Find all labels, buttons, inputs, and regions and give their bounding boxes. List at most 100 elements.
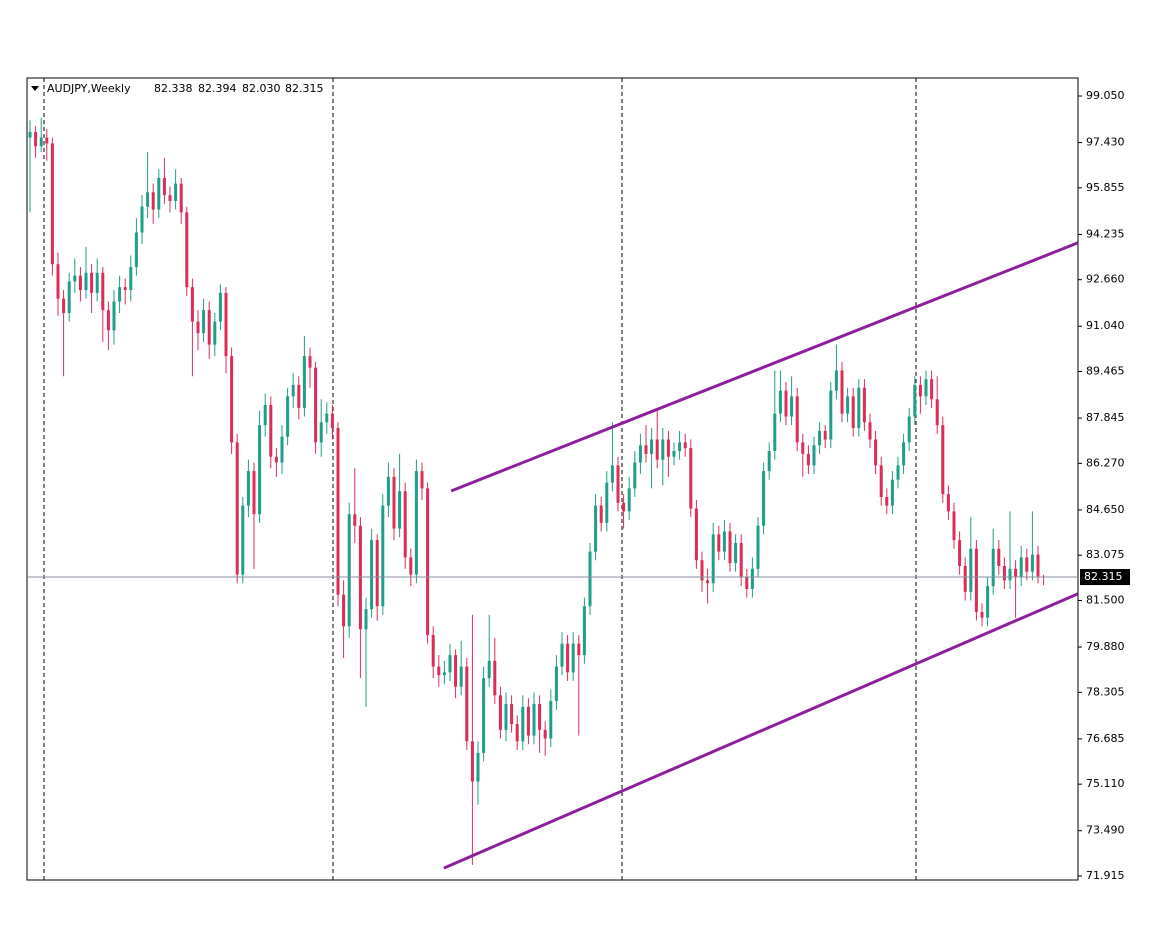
candle-body	[465, 666, 469, 742]
candle-body	[364, 609, 368, 630]
candle-body	[728, 531, 732, 564]
y-tick-label: 89.465	[1086, 365, 1125, 378]
candle-body	[986, 586, 990, 618]
candle-body	[330, 413, 334, 429]
trendline	[443, 592, 1079, 870]
candle-body	[974, 548, 978, 612]
candle-body	[980, 611, 984, 618]
candle-body	[795, 396, 799, 443]
candle-body	[129, 267, 133, 291]
candle-body	[202, 310, 206, 334]
candle-body	[151, 192, 155, 210]
header-value: 82.394	[198, 82, 237, 95]
candle-body	[56, 264, 60, 299]
candle-body	[683, 442, 687, 449]
candle-body	[252, 471, 256, 515]
menu-arrow	[31, 86, 39, 91]
candle-body	[459, 666, 463, 687]
candle-body	[246, 471, 250, 506]
candle-body	[218, 292, 222, 322]
candle-body	[347, 514, 351, 627]
candle-body	[991, 548, 995, 587]
candle-body	[846, 396, 850, 414]
candle-body	[661, 439, 665, 460]
candle-body	[756, 525, 760, 569]
candle-body	[157, 177, 161, 210]
y-tick-label: 94.235	[1086, 227, 1125, 240]
candle-body	[610, 465, 614, 483]
candle-body	[879, 465, 883, 497]
candle-body	[112, 301, 116, 331]
candle-body	[95, 272, 99, 293]
candle-body	[605, 482, 609, 523]
candle-body	[414, 471, 418, 575]
candle-body	[963, 565, 967, 592]
candle-body	[437, 666, 441, 676]
y-tick-label: 99.050	[1086, 89, 1125, 102]
candle-body	[577, 643, 581, 656]
candle-body	[543, 729, 547, 739]
candle-body	[258, 425, 262, 515]
candle-body	[801, 442, 805, 454]
y-tick-label: 87.845	[1086, 411, 1125, 424]
candle-body	[302, 356, 306, 408]
candle-body	[442, 672, 446, 676]
y-tick-label: 81.500	[1086, 593, 1125, 606]
candle-body	[762, 471, 766, 526]
y-tick-label: 91.040	[1086, 319, 1125, 332]
candle-body	[241, 505, 245, 575]
candle-body	[213, 321, 217, 345]
candle-body	[207, 310, 211, 345]
candle-body	[224, 292, 228, 357]
y-tick-label: 76.685	[1086, 732, 1125, 745]
y-tick-label: 86.270	[1086, 456, 1125, 469]
candle-body	[969, 548, 973, 592]
y-tick-label: 83.075	[1086, 548, 1125, 561]
candle-body	[526, 706, 530, 736]
candle-body	[700, 560, 704, 581]
candle-body	[902, 442, 906, 466]
candle-body	[28, 131, 32, 138]
y-tick-label: 73.490	[1086, 824, 1125, 837]
candle-body	[78, 275, 82, 291]
candle-body	[868, 422, 872, 440]
candle-body	[952, 511, 956, 541]
y-tick-label: 71.915	[1086, 869, 1125, 882]
candle-body	[678, 442, 682, 452]
candle-body	[958, 540, 962, 566]
candle-body	[812, 445, 816, 466]
last-price-label: 82.315	[1084, 570, 1123, 583]
candle-body	[370, 540, 374, 610]
candle-body	[694, 508, 698, 561]
candle-body	[538, 703, 542, 730]
candle-body	[146, 192, 150, 207]
candle-body	[381, 505, 385, 607]
candle-body	[476, 752, 480, 782]
candle-body	[134, 232, 138, 268]
candle-body	[806, 453, 810, 466]
candle-body	[190, 287, 194, 322]
candle-body	[1014, 568, 1018, 578]
candle-body	[1030, 554, 1034, 572]
candle-body	[918, 384, 922, 397]
candle-body	[1025, 557, 1029, 572]
candle-body	[946, 494, 950, 512]
candle-body	[426, 488, 430, 635]
candle-body	[375, 540, 379, 607]
candle-body	[840, 370, 844, 414]
candle-body	[857, 387, 861, 429]
candle-body	[106, 310, 110, 331]
candle-body	[767, 451, 771, 472]
y-tick-label: 92.660	[1086, 273, 1125, 286]
candle-body	[67, 281, 71, 314]
candle-body	[84, 272, 88, 291]
candle-body	[790, 396, 794, 417]
candle-body	[336, 428, 340, 595]
y-tick-label: 79.880	[1086, 640, 1125, 653]
candle-body	[353, 514, 357, 526]
candle-body	[90, 272, 94, 293]
candle-body	[482, 678, 486, 753]
candle-body	[874, 439, 878, 466]
candle-body	[162, 177, 166, 196]
